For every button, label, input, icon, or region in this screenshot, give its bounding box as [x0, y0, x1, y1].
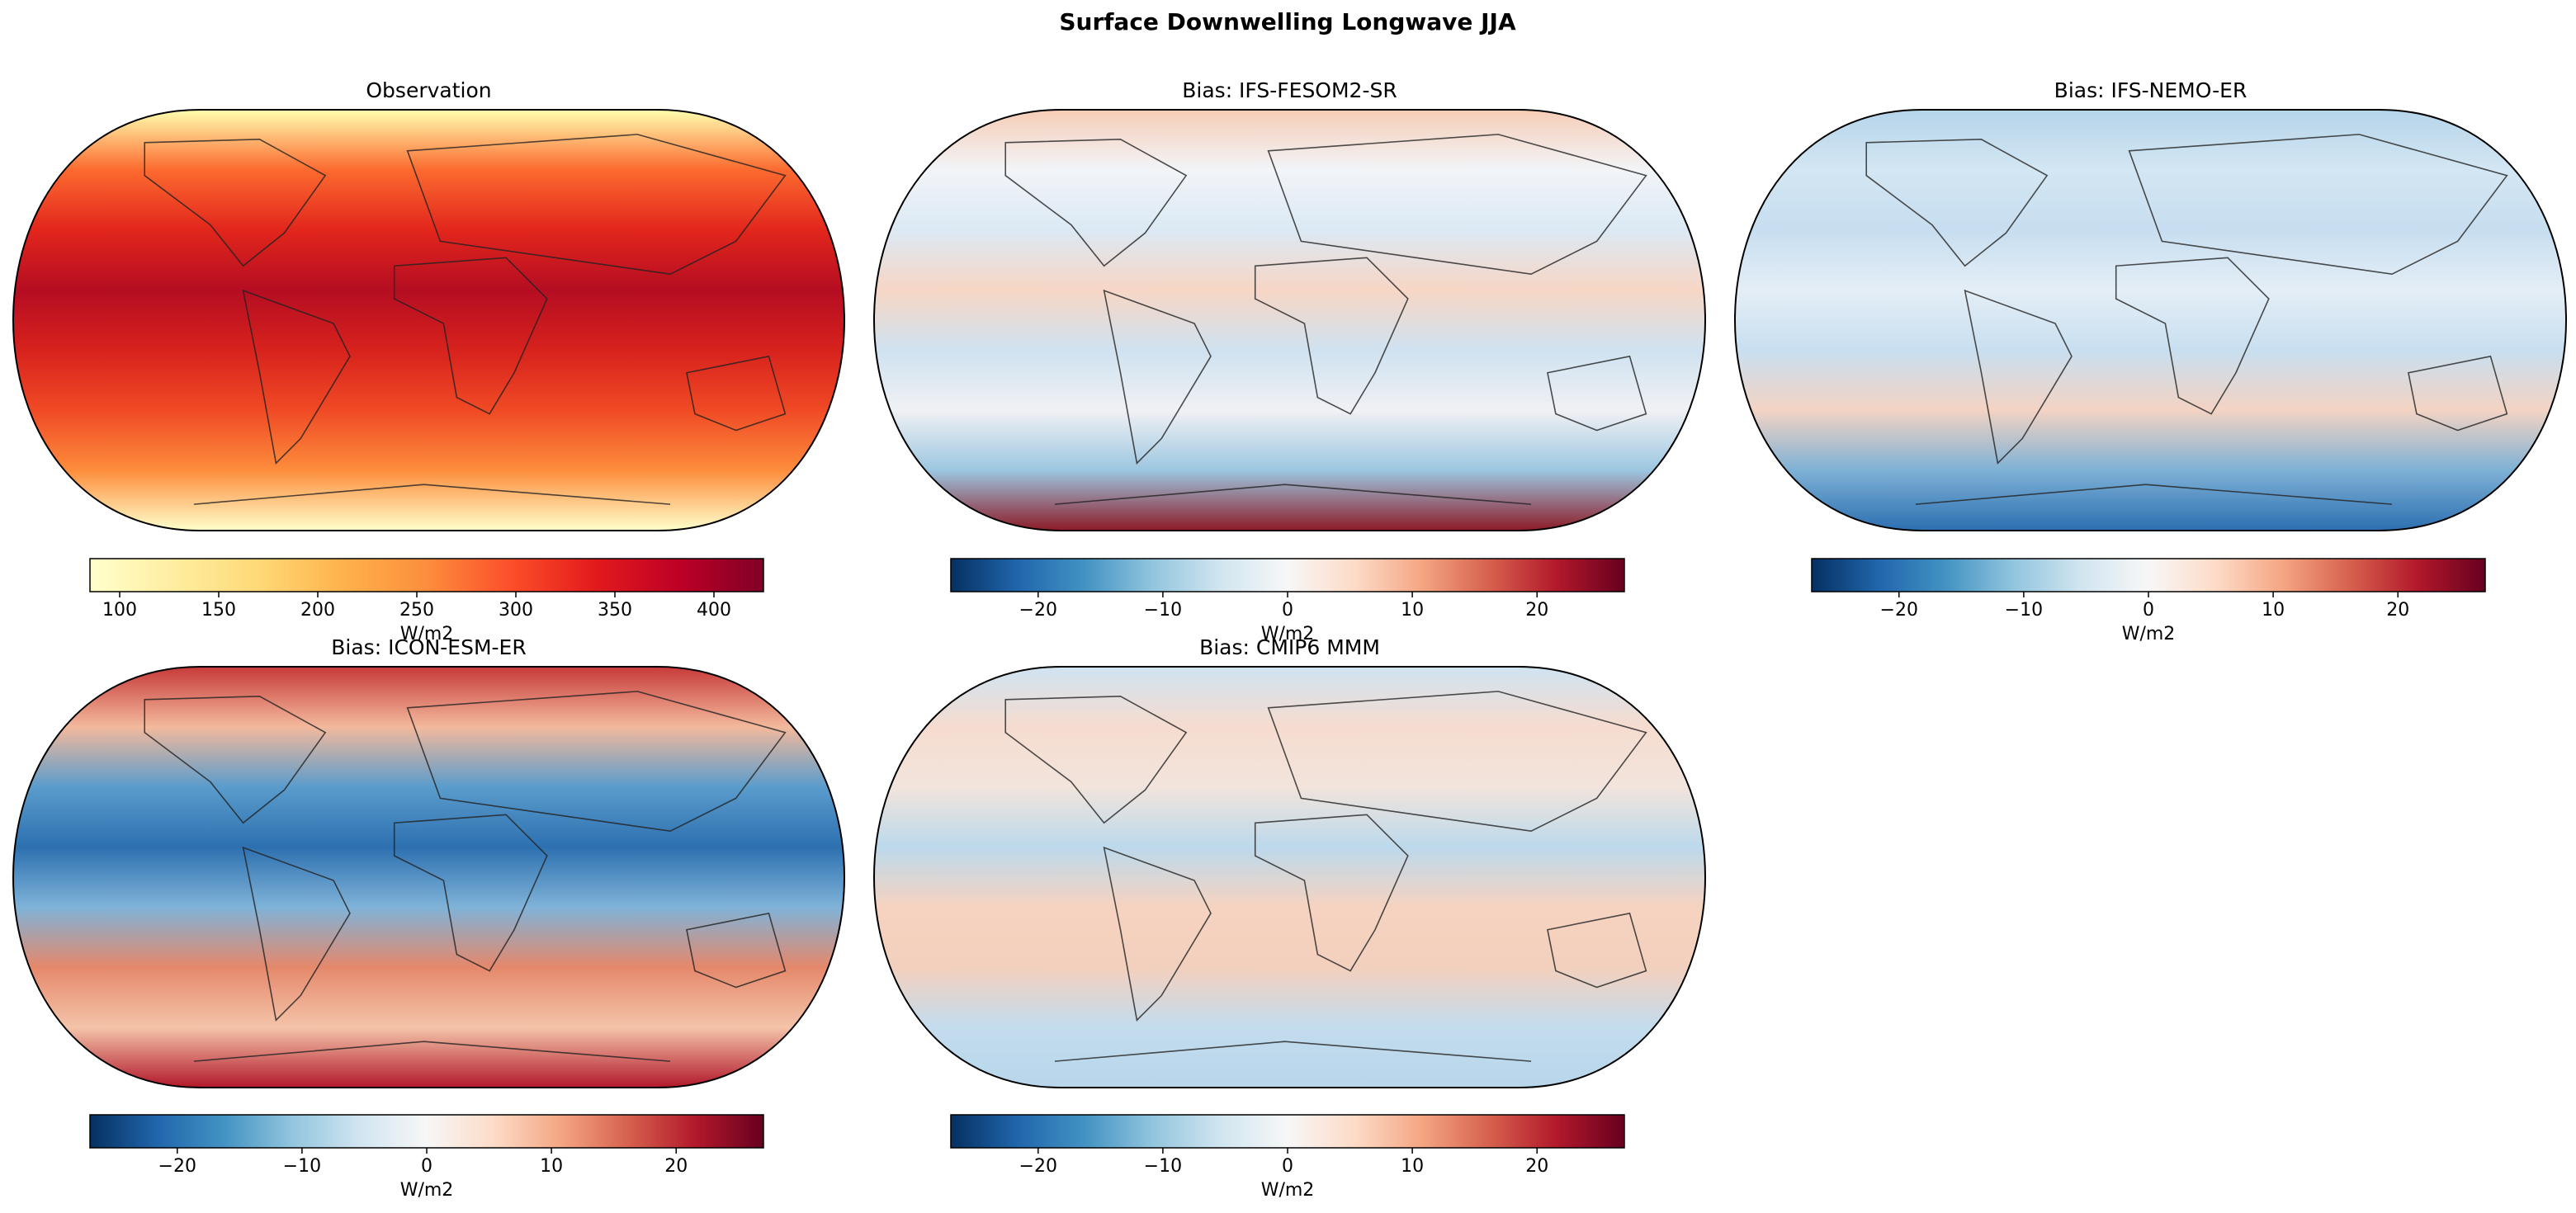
- coastline: [393, 257, 548, 415]
- colorbar-tick-label: −20: [1019, 600, 1057, 621]
- coastline: [1254, 814, 1409, 972]
- panel-title: Bias: IFS-FESOM2-SR: [1182, 78, 1397, 102]
- coastline: [1054, 1041, 1532, 1062]
- coastlines: [1865, 134, 2508, 505]
- figure-title: Surface Downwelling Longwave JJA: [1059, 8, 1516, 35]
- coastline: [406, 134, 787, 276]
- colorbar-label: W/m2: [1261, 1180, 1315, 1201]
- coastline: [1054, 484, 1532, 505]
- coastlines: [1004, 691, 1647, 1062]
- map-field: [12, 666, 846, 1088]
- coastline: [242, 289, 351, 465]
- coastline: [1254, 257, 1409, 415]
- colorbar-tick-label: 250: [399, 600, 434, 621]
- panel-title: Bias: ICON-ESM-ER: [331, 635, 526, 659]
- colorbar-tick-label: 150: [201, 600, 236, 621]
- coastline: [1004, 696, 1188, 824]
- colorbar-tick-label: 0: [2143, 600, 2154, 621]
- colorbar-tick-label: 20: [664, 1156, 688, 1177]
- map-field: [1733, 109, 2568, 531]
- coastline: [2115, 257, 2270, 415]
- coastline: [2128, 134, 2508, 276]
- colorbar-tick-label: −10: [283, 1156, 321, 1177]
- coastline: [1267, 691, 1647, 833]
- coastline: [393, 814, 548, 972]
- colorbar: [950, 1114, 1625, 1149]
- map-field: [12, 109, 846, 531]
- colorbar-tick-label: −10: [1144, 1156, 1182, 1177]
- coastline: [1103, 289, 1212, 465]
- colorbar-tick-label: 300: [499, 600, 533, 621]
- colorbar-tick-label: 10: [1401, 600, 1424, 621]
- colorbar-tick-label: 0: [1282, 1156, 1293, 1177]
- colorbar-label: W/m2: [400, 624, 454, 644]
- panel-title: Observation: [366, 78, 491, 102]
- coastline: [686, 912, 787, 989]
- colorbar-tick-label: 400: [697, 600, 731, 621]
- coastline: [1103, 846, 1212, 1022]
- coastline: [1547, 355, 1647, 432]
- colorbar-tick-label: 10: [1401, 1156, 1424, 1177]
- coastline: [1915, 484, 2393, 505]
- colorbar-tick-label: 0: [1282, 600, 1293, 621]
- coastline: [1964, 289, 2073, 465]
- coastline: [406, 691, 787, 833]
- colorbar-tick-label: 100: [102, 600, 137, 621]
- colorbar: [1811, 558, 2486, 592]
- panel-title: Bias: IFS-NEMO-ER: [2054, 78, 2248, 102]
- coastline: [1267, 134, 1647, 276]
- colorbar-tick-label: 350: [598, 600, 632, 621]
- coastline: [242, 846, 351, 1022]
- colorbar-tick-label: 0: [421, 1156, 432, 1177]
- colorbar: [89, 558, 764, 592]
- coastline: [686, 355, 787, 432]
- map-field: [872, 666, 1707, 1088]
- map-field: [872, 109, 1707, 531]
- coastlines: [144, 691, 787, 1062]
- colorbar: [950, 558, 1625, 592]
- colorbar-tick-label: −20: [1019, 1156, 1057, 1177]
- colorbar-tick-label: −20: [1880, 600, 1918, 621]
- coastline: [193, 484, 671, 505]
- coastline: [144, 139, 327, 267]
- colorbar-tick-label: 200: [300, 600, 335, 621]
- colorbar-tick-label: −20: [158, 1156, 196, 1177]
- coastline: [1865, 139, 2049, 267]
- coastline: [144, 696, 327, 824]
- coastline: [1547, 912, 1647, 989]
- colorbar-tick-label: −10: [2005, 600, 2043, 621]
- colorbar-tick-label: 20: [2386, 600, 2409, 621]
- colorbar-tick-label: 20: [1525, 1156, 1548, 1177]
- colorbar-tick-label: −10: [1144, 600, 1182, 621]
- coastline: [1004, 139, 1188, 267]
- colorbar-tick-label: 20: [1525, 600, 1548, 621]
- colorbar-tick-label: 10: [540, 1156, 563, 1177]
- colorbar-label: W/m2: [400, 1180, 454, 1201]
- panel-title: Bias: CMIP6 MMM: [1199, 635, 1380, 659]
- coastline: [193, 1041, 671, 1062]
- coastlines: [144, 134, 787, 505]
- colorbar: [89, 1114, 764, 1149]
- coastline: [2408, 355, 2508, 432]
- colorbar-label: W/m2: [2122, 624, 2176, 644]
- colorbar-label: W/m2: [1261, 624, 1315, 644]
- colorbar-tick-label: 10: [2262, 600, 2285, 621]
- coastlines: [1004, 134, 1647, 505]
